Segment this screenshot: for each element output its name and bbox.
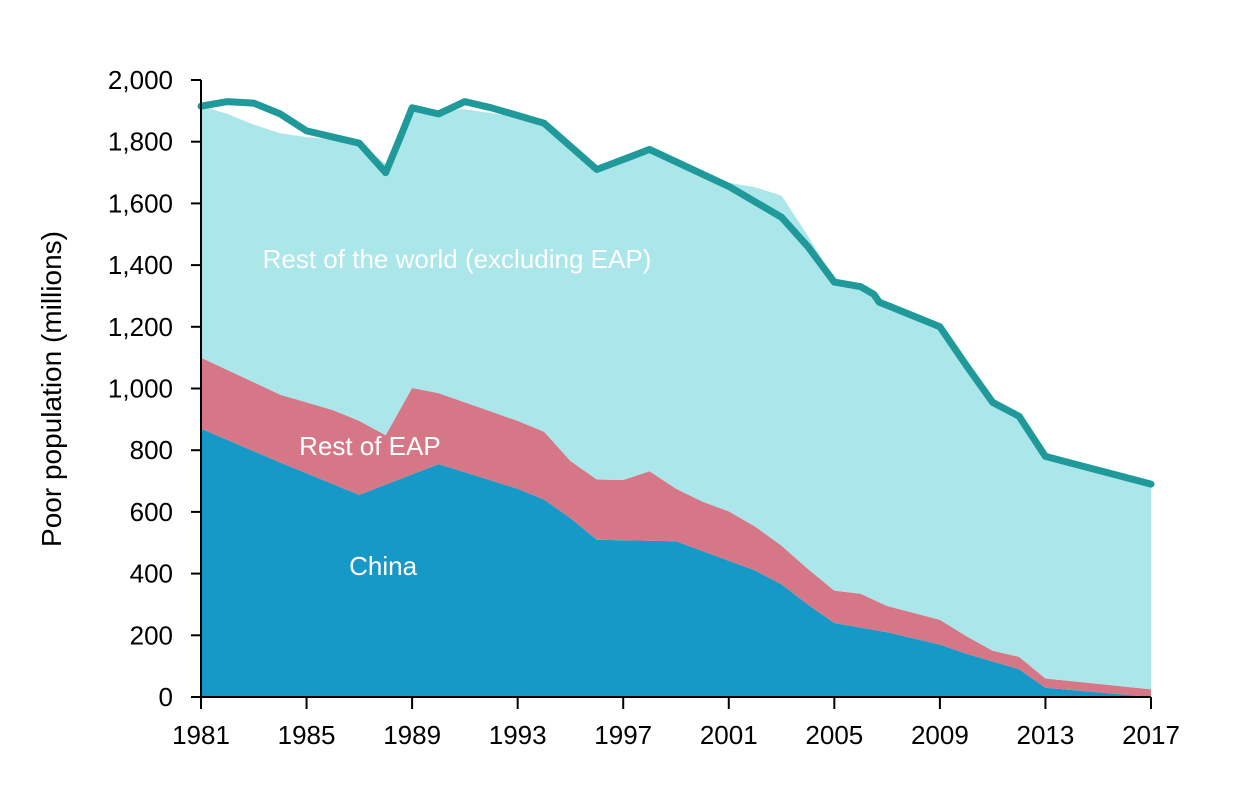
x-tick-label: 2005 xyxy=(805,720,863,750)
axes-layer: 0 200 400 600 800 1,000 1,200 1,400 1,600 1,800 2,… xyxy=(108,65,1180,750)
y-tick-label: 1,200 xyxy=(108,312,173,342)
x-tick-label: 1989 xyxy=(383,720,441,750)
x-tick-label: 1985 xyxy=(278,720,336,750)
x-tick-label: 2001 xyxy=(700,720,758,750)
annotation-rest-of-eap: Rest of EAP xyxy=(299,431,441,461)
x-tick-label: 2009 xyxy=(911,720,969,750)
area-rest-eap xyxy=(201,357,1151,697)
annotation-china: China xyxy=(349,551,417,581)
y-tick-label: 2,000 xyxy=(108,65,173,95)
y-tick-label: 1,800 xyxy=(108,127,173,157)
x-tick-label: 2013 xyxy=(1017,720,1075,750)
areas-layer xyxy=(197,98,1155,697)
y-tick-label: 600 xyxy=(130,497,173,527)
x-tick-label: 1993 xyxy=(489,720,547,750)
y-tick-label: 1,600 xyxy=(108,188,173,218)
area-rest-world xyxy=(201,106,1151,690)
y-tick-label: 200 xyxy=(130,620,173,650)
y-tick-label: 1,400 xyxy=(108,250,173,280)
x-tick-label: 1997 xyxy=(594,720,652,750)
y-tick-label: 1,000 xyxy=(108,374,173,404)
y-tick-label: 0 xyxy=(159,682,173,712)
x-tick-label: 2017 xyxy=(1122,720,1180,750)
y-axis-title: Poor population (millions) xyxy=(36,231,67,547)
y-tick-label: 800 xyxy=(130,435,173,465)
y-tick-label: 400 xyxy=(130,559,173,589)
total-poor-line xyxy=(197,98,1155,488)
x-tick-label: 1981 xyxy=(172,720,230,750)
annotation-layer: Rest of the world (excluding EAP) Rest o… xyxy=(263,244,652,581)
annotation-rest-of-world: Rest of the world (excluding EAP) xyxy=(263,244,652,274)
area-china xyxy=(201,428,1151,697)
